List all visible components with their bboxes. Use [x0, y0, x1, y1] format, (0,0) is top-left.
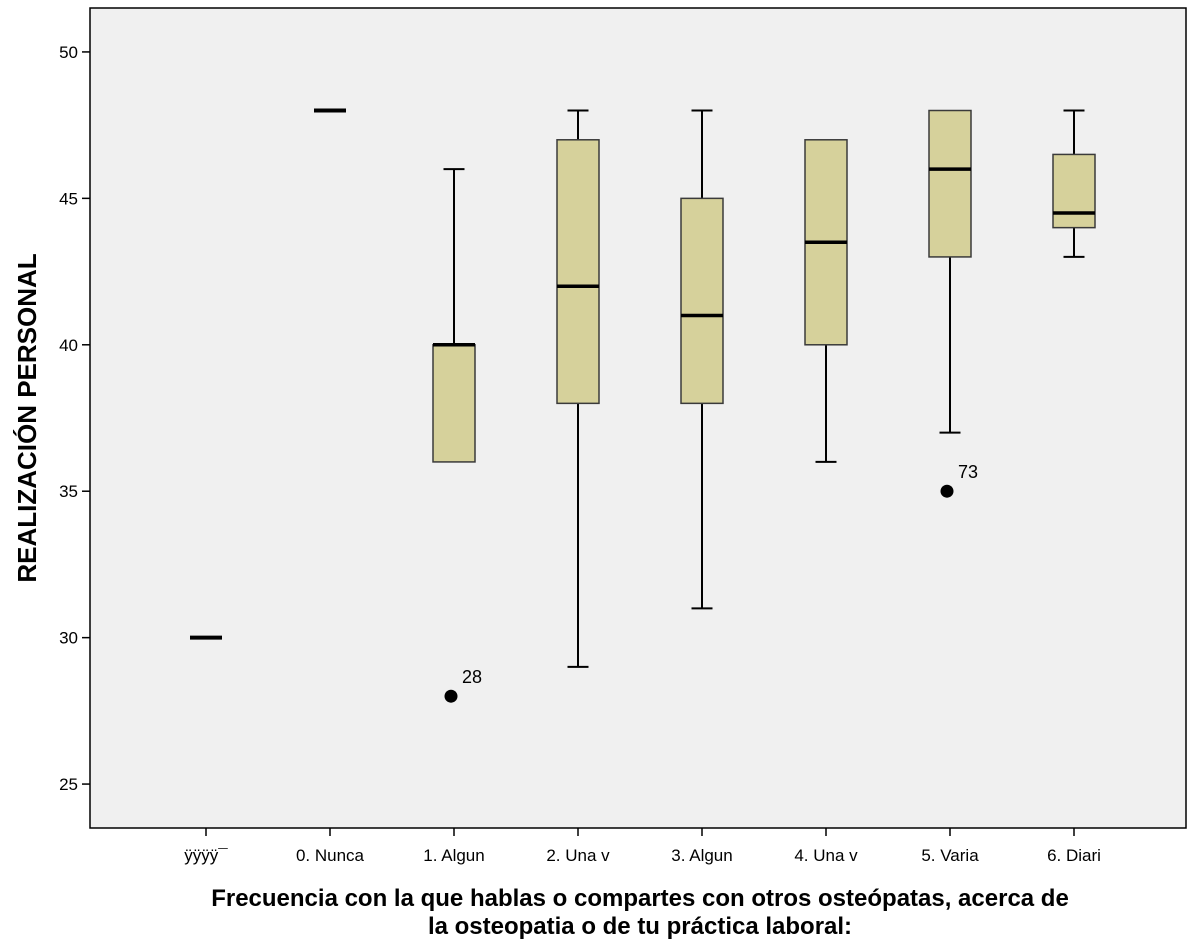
- y-tick-label: 25: [59, 775, 78, 794]
- x-tick-label: 4. Una v: [794, 846, 858, 865]
- box-group: 73: [928, 109, 978, 498]
- outlier-label: 73: [958, 462, 978, 482]
- iqr-box: [432, 344, 476, 463]
- x-tick-label: 0. Nunca: [296, 846, 365, 865]
- y-axis-title: REALIZACIÓN PERSONAL: [12, 253, 42, 582]
- box-series: 28 73: [190, 108, 1096, 703]
- x-axis-title-line-1: Frecuencia con la que hablas o compartes…: [211, 885, 1069, 912]
- x-axis: ÿÿÿÿ¯ 0. Nunca 1. Algun 2. Una v 3. Algun 4. …: [184, 828, 1101, 865]
- box-group: [804, 139, 848, 463]
- iqr-box: [928, 109, 972, 258]
- y-tick-label: 40: [59, 336, 78, 355]
- iqr-box: [1052, 153, 1096, 229]
- outlier-point: [444, 689, 458, 703]
- x-tick-label: 2. Una v: [546, 846, 610, 865]
- x-tick-label: 1. Algun: [423, 846, 484, 865]
- box-group: [680, 109, 724, 610]
- plot-area: [89, 7, 1187, 829]
- box-group: [1052, 109, 1096, 258]
- y-axis: 25 30 35 40 45 50: [59, 43, 90, 794]
- y-tick-label: 30: [59, 629, 78, 648]
- iqr-box: [680, 197, 724, 405]
- box-group: [556, 109, 600, 668]
- x-axis-title-line-2: la osteopatia o de tu práctica laboral:: [428, 913, 852, 940]
- y-tick-label: 35: [59, 482, 78, 501]
- x-tick-label: ÿÿÿÿ¯: [184, 846, 228, 865]
- outlier-label: 28: [462, 667, 482, 687]
- y-tick-label: 50: [59, 43, 78, 62]
- outlier-point: [940, 484, 954, 498]
- x-tick-label: 6. Diari: [1047, 846, 1101, 865]
- iqr-box: [556, 139, 600, 405]
- x-tick-label: 5. Varia: [921, 846, 979, 865]
- box-group: 28: [432, 168, 482, 703]
- x-tick-label: 3. Algun: [671, 846, 732, 865]
- y-tick-label: 45: [59, 189, 78, 208]
